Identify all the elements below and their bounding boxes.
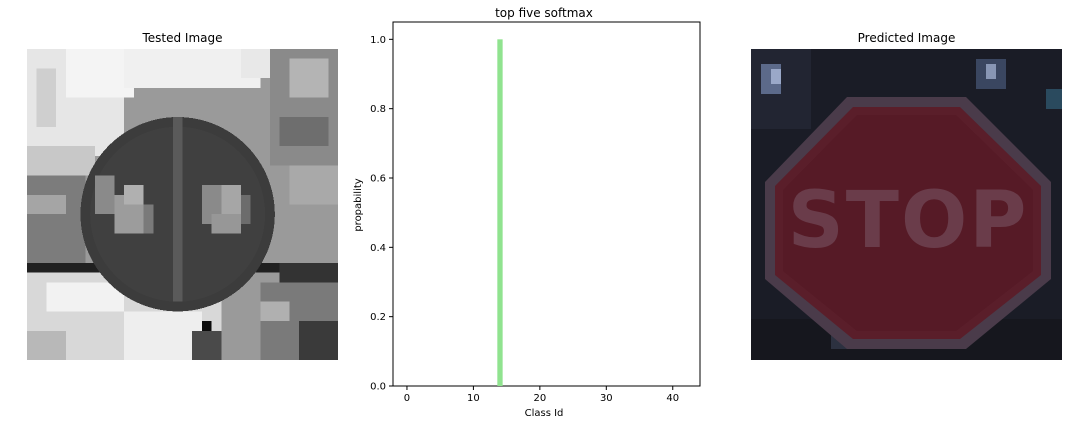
x-axis-ticks: 0 10 20 30 40 <box>404 386 679 404</box>
y-tick-label: 0.0 <box>370 382 386 393</box>
y-tick-label: 0.2 <box>370 312 386 323</box>
predicted-image: STOP <box>751 49 1062 360</box>
y-tick-label: 0.6 <box>370 174 386 185</box>
tested-image <box>27 49 338 360</box>
chart-title: top five softmax <box>495 6 593 20</box>
x-tick-label: 10 <box>467 393 480 404</box>
x-tick-label: 30 <box>600 393 613 404</box>
x-tick-label: 20 <box>533 393 546 404</box>
y-axis-ticks: 0.0 0.2 0.4 0.6 0.8 1.0 <box>370 35 393 393</box>
x-tick-label: 0 <box>404 393 410 404</box>
tested-image-title: Tested Image <box>142 31 223 45</box>
y-tick-label: 1.0 <box>370 35 386 46</box>
y-tick-label: 0.4 <box>370 243 386 254</box>
x-tick-label: 40 <box>666 393 679 404</box>
bars-group <box>497 39 503 386</box>
plot-frame <box>392 21 701 387</box>
plot-area <box>392 21 701 387</box>
y-tick-label: 0.8 <box>370 104 386 115</box>
stop-sign-icon: STOP <box>751 49 1062 360</box>
predicted-image-title: Predicted Image <box>857 31 956 45</box>
x-axis-label: Class Id <box>525 408 564 419</box>
y-axis-label: propability <box>353 178 364 231</box>
stop-sign-text: STOP <box>788 176 1029 266</box>
bar-class-14 <box>497 39 503 386</box>
